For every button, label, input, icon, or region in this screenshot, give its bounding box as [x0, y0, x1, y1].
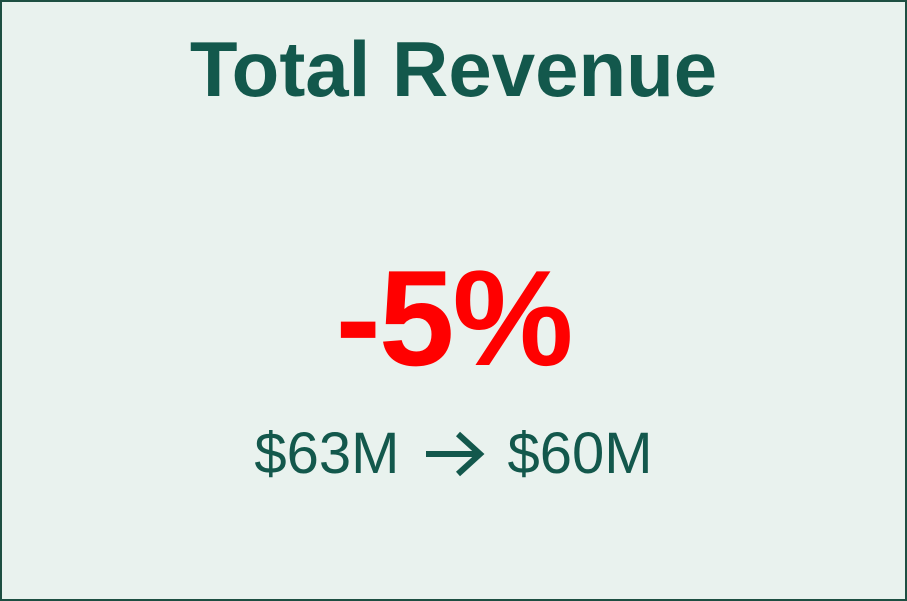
card-title: Total Revenue — [189, 25, 718, 113]
arrow-icon — [425, 431, 484, 476]
change-value: -5% — [335, 242, 574, 394]
from-value: $63M — [254, 421, 400, 486]
value-range: $63M $60M — [2, 420, 905, 487]
to-value: $60M — [507, 421, 653, 486]
